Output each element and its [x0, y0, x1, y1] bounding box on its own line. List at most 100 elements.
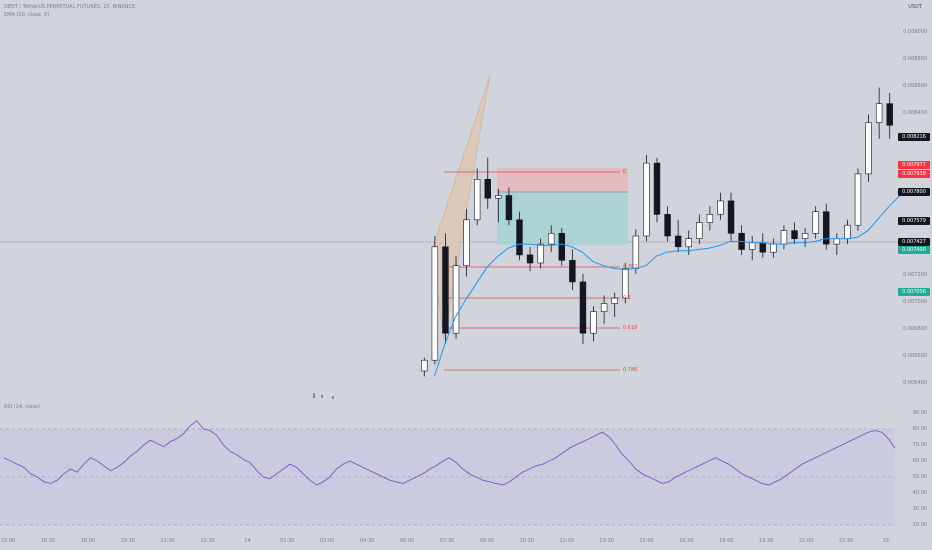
rsi-legend: RSI (14, close) [4, 404, 41, 410]
time-tick-label: 18:00 [719, 538, 734, 544]
rsi-tick-label: 60.00 [912, 458, 927, 464]
candle-body [801, 233, 809, 240]
time-tick-label: 14 [244, 538, 251, 544]
fib-level-label: 0.618 [623, 325, 638, 331]
candle-body [865, 122, 872, 175]
candle-body [526, 254, 534, 264]
ema-legend: EMA (20, close, 0) [4, 12, 50, 18]
rsi-tick-label: 40.00 [912, 490, 927, 496]
time-tick-label: 15:00 [639, 538, 654, 544]
time-tick-label: 09:00 [479, 538, 495, 544]
price-tick-label: 0.008600 [903, 83, 927, 89]
time-tick-label: 01:30 [280, 538, 295, 544]
time-tick-label: 16:30 [40, 538, 56, 544]
price-tick-label: 0.006600 [903, 353, 927, 359]
candle-body [463, 219, 470, 267]
rsi-tick-label: 90.00 [912, 410, 927, 416]
price-tick-label: 0.008400 [903, 110, 927, 116]
fib-level-label: 0.382 [623, 264, 638, 270]
time-tick-label: 03:00 [320, 538, 335, 544]
price-badge: 0.007977 [898, 161, 930, 169]
candle-body [875, 103, 883, 123]
ema-line [433, 195, 901, 377]
candle-body [484, 179, 491, 199]
candle-body [537, 243, 544, 264]
candle-body [558, 233, 566, 261]
price-badge: 0.007400 [898, 246, 930, 254]
candle-body [833, 238, 841, 245]
candle-body [569, 259, 576, 283]
price-tick-label: 0.007200 [903, 272, 927, 278]
time-tick-label: 22:30 [838, 538, 854, 544]
time-tick-label: 22:30 [200, 538, 215, 544]
time-tick-label: 19:30 [120, 538, 135, 544]
time-tick-label: 13:30 [599, 538, 614, 544]
candle-body [442, 246, 449, 334]
triangle-pattern [431, 74, 491, 341]
candle-body [473, 179, 481, 221]
candle-body [791, 230, 798, 240]
fib-level-label: 0.786 [623, 367, 638, 373]
candle-body [812, 211, 819, 234]
rsi-tick-label: 70.00 [912, 442, 927, 448]
time-tick-label: 18:00 [80, 538, 96, 544]
time-tick-label: 04:30 [359, 538, 375, 544]
price-badge: 0.008216 [898, 133, 930, 141]
time-tick-label: 15:00 [0, 538, 16, 544]
candle-body [495, 195, 502, 199]
candle-body [727, 200, 735, 234]
time-tick-label: 16:30 [679, 538, 694, 544]
candle-body [706, 214, 714, 223]
candle-body [622, 268, 629, 299]
rsi-tick-label: 20.00 [912, 522, 927, 528]
candle-body [674, 235, 682, 248]
candle-body [748, 242, 756, 250]
candle-body [664, 214, 671, 237]
price-badge: 0.007579 [898, 217, 930, 225]
price-badge: 0.007800 [898, 188, 930, 196]
price-tick-label: 0.009000 [903, 29, 927, 35]
candle-body [548, 233, 555, 245]
price-tick-label: 0.007000 [903, 299, 927, 305]
price-tick-label: 0.006800 [903, 326, 927, 332]
candle-body [780, 230, 788, 245]
candle-body [696, 222, 703, 240]
price-badge: 0.007427 [898, 238, 930, 246]
rsi-line [3, 420, 896, 486]
candle-body [844, 224, 851, 239]
symbol-title: DENT / TetherUS PERPETUAL FUTURES, 15, B… [4, 4, 136, 10]
price-badge: 0.007938 [898, 170, 930, 178]
time-tick-label: 15 [882, 538, 890, 544]
candle-body [611, 297, 618, 304]
time-tick-label: 10:30 [519, 538, 535, 544]
candle-body [717, 200, 724, 215]
rsi-tick-label: 30.00 [912, 506, 927, 512]
candle-body [421, 359, 428, 372]
candle-body [600, 303, 608, 312]
candle-body [643, 162, 650, 237]
candle-body [854, 173, 862, 226]
price-badge: 0.007056 [898, 288, 930, 296]
fib-level-label: 0 [623, 169, 627, 175]
time-tick-label: 21:00 [160, 538, 175, 544]
price-tick-label: 0.006400 [903, 380, 927, 386]
candle-body [653, 162, 661, 215]
candle-body [505, 195, 513, 221]
time-tick-label: 21:00 [798, 538, 814, 544]
candle-body [431, 246, 439, 361]
currency-label[interactable]: USDT [908, 4, 922, 10]
time-tick-label: 06:00 [399, 538, 415, 544]
candle-body [886, 103, 893, 126]
candle-body [516, 219, 523, 256]
candle-body [759, 242, 766, 253]
fib-level-label: 0.5 [623, 295, 631, 301]
rsi-tick-label: 50.00 [912, 474, 927, 480]
rsi-tick-label: 80.00 [912, 426, 927, 432]
time-tick-label: 19:30 [759, 538, 774, 544]
candle-body [590, 311, 597, 334]
candle-body [770, 243, 777, 253]
time-tick-label: 07:30 [439, 538, 455, 544]
candle-body [685, 238, 692, 248]
